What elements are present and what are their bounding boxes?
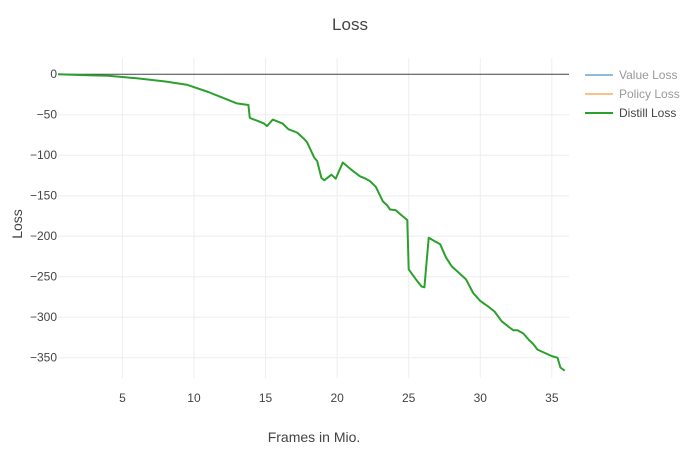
- legend-label: Distill Loss: [619, 106, 676, 120]
- x-tick-label: 25: [402, 391, 416, 405]
- grid: [58, 58, 569, 378]
- y-tick-label: −300: [30, 310, 57, 324]
- series-line-distill-loss: [57, 73, 566, 372]
- y-tick-label: −100: [30, 148, 57, 162]
- y-tick-label: 0: [50, 67, 57, 81]
- legend-item-policy-loss[interactable]: Policy Loss: [585, 87, 680, 101]
- x-axis-title: Frames in Mio.: [268, 429, 361, 445]
- legend-item-value-loss[interactable]: Value Loss: [585, 68, 677, 82]
- y-tick-label: −50: [37, 108, 58, 122]
- chart-title: Loss: [332, 15, 368, 34]
- tick-labels: 5 10 15 20 25 30 35 0 −50 −100 −150 −200 −250 −300 −35…: [30, 67, 559, 405]
- y-tick-label: −350: [30, 351, 57, 365]
- y-tick-label: −150: [30, 189, 57, 203]
- y-tick-label: −200: [30, 229, 57, 243]
- legend[interactable]: Value Loss Policy Loss Distill Loss: [585, 68, 680, 120]
- x-tick-label: 15: [259, 391, 273, 405]
- series-lines: [57, 73, 566, 372]
- x-tick-label: 10: [187, 391, 201, 405]
- y-tick-label: −250: [30, 270, 57, 284]
- legend-item-distill-loss[interactable]: Distill Loss: [585, 106, 676, 120]
- x-tick-label: 35: [545, 391, 559, 405]
- y-axis-title: Loss: [9, 209, 25, 239]
- x-tick-label: 30: [474, 391, 488, 405]
- legend-label: Policy Loss: [619, 87, 680, 101]
- legend-label: Value Loss: [619, 68, 677, 82]
- x-tick-label: 20: [330, 391, 344, 405]
- x-tick-label: 5: [119, 391, 126, 405]
